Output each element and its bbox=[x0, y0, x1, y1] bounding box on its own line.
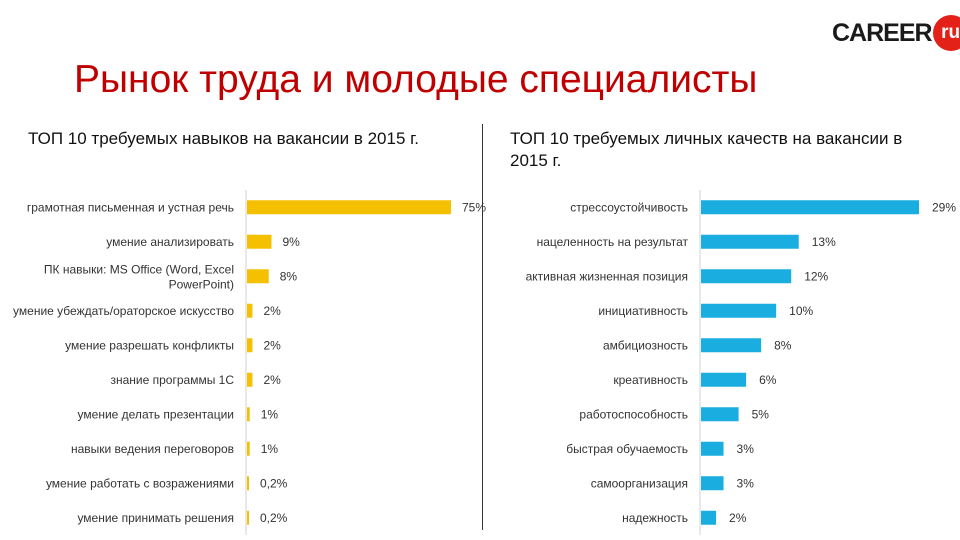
quality-value-label-2: 13% bbox=[812, 235, 836, 249]
skill-category-label-4: умение убеждать/ораторское искусство bbox=[13, 304, 234, 318]
skill-value-label-6: 2% bbox=[263, 373, 281, 387]
skill-category-label-2: умение анализировать bbox=[106, 235, 234, 249]
skill-value-label-4: 2% bbox=[263, 304, 281, 318]
logo: CAREER ru bbox=[832, 15, 960, 51]
quality-value-label-8: 3% bbox=[737, 442, 755, 456]
quality-value-label-6: 6% bbox=[759, 373, 777, 387]
skill-value-label-7: 1% bbox=[261, 407, 279, 421]
right-chart-subtitle: ТОП 10 требуемых личных качеств на вакан… bbox=[510, 129, 903, 170]
quality-bar-5 bbox=[701, 338, 762, 353]
quality-category-label-2: нацеленность на результат bbox=[537, 235, 689, 249]
skill-category-label-8: навыки ведения переговоров bbox=[71, 442, 234, 456]
logo-word: CAREER bbox=[832, 18, 933, 47]
quality-bar-3 bbox=[701, 269, 792, 284]
skill-category-label-1: грамотная письменная и устная речь bbox=[27, 200, 234, 214]
quality-value-label-9: 3% bbox=[737, 476, 755, 490]
page-title: Рынок труда и молодые специалисты bbox=[74, 58, 758, 101]
quality-category-label-10: надежность bbox=[622, 511, 688, 525]
quality-value-label-7: 5% bbox=[752, 407, 770, 421]
quality-value-label-3: 12% bbox=[804, 269, 828, 283]
skill-bar-5 bbox=[247, 338, 253, 353]
quality-bar-6 bbox=[701, 372, 747, 387]
skill-bar-4 bbox=[247, 303, 253, 318]
quality-category-label-5: амбициозность bbox=[603, 338, 688, 352]
left-chart-subtitle: ТОП 10 требуемых навыков на вакансии в 2… bbox=[28, 129, 419, 148]
skill-value-label-8: 1% bbox=[261, 442, 279, 456]
skill-category-label-6: знание программы 1С bbox=[110, 373, 234, 387]
quality-bar-8 bbox=[701, 441, 724, 456]
skill-bar-3 bbox=[247, 269, 269, 284]
quality-value-label-1: 29% bbox=[932, 200, 956, 214]
skill-value-label-5: 2% bbox=[263, 338, 281, 352]
logo-badge: ru bbox=[932, 15, 960, 51]
skill-value-label-3: 8% bbox=[280, 269, 298, 283]
quality-bar-1 bbox=[701, 200, 919, 215]
skill-category-label-3: ПК навыки: MS Office (Word, Excel PowerPo… bbox=[44, 262, 234, 291]
column-divider bbox=[482, 124, 483, 530]
quality-category-label-9: самоорганизация bbox=[591, 476, 688, 490]
skill-bar-6 bbox=[247, 372, 253, 387]
quality-bar-10 bbox=[701, 510, 717, 525]
skill-category-label-7: умение делать презентации bbox=[78, 407, 234, 421]
quality-category-label-6: креативность bbox=[613, 373, 688, 387]
quality-category-label-3: активная жизненная позиция bbox=[526, 269, 688, 283]
skill-category-label-9: умение работать с возражениями bbox=[46, 476, 234, 490]
quality-value-label-5: 8% bbox=[774, 338, 792, 352]
skill-value-label-2: 9% bbox=[282, 235, 300, 249]
quality-bar-2 bbox=[701, 234, 799, 249]
skill-value-label-10: 0,2% bbox=[260, 511, 288, 525]
skill-bar-7 bbox=[247, 407, 250, 422]
quality-value-label-4: 10% bbox=[789, 304, 813, 318]
quality-value-label-10: 2% bbox=[729, 511, 747, 525]
skill-bar-9 bbox=[247, 476, 249, 491]
quality-bar-4 bbox=[701, 303, 777, 318]
quality-bar-9 bbox=[701, 476, 724, 491]
logo-suffix: ru bbox=[941, 22, 960, 43]
quality-category-label-7: работоспособность bbox=[579, 407, 688, 421]
quality-category-label-8: быстрая обучаемость bbox=[566, 442, 688, 456]
skill-bar-1 bbox=[247, 200, 451, 215]
skill-bar-10 bbox=[247, 510, 249, 525]
skill-value-label-1: 75% bbox=[462, 200, 486, 214]
skill-value-label-9: 0,2% bbox=[260, 476, 288, 490]
quality-category-label-4: инициативность bbox=[598, 304, 688, 318]
quality-bar-7 bbox=[701, 407, 739, 422]
quality-category-label-1: стрессоустойчивость bbox=[570, 200, 688, 214]
skill-bar-2 bbox=[247, 234, 272, 249]
skill-category-label-5: умение разрешать конфликты bbox=[65, 338, 234, 352]
skill-bar-8 bbox=[247, 441, 250, 456]
skill-category-label-10: умение принимать решения bbox=[77, 511, 234, 525]
